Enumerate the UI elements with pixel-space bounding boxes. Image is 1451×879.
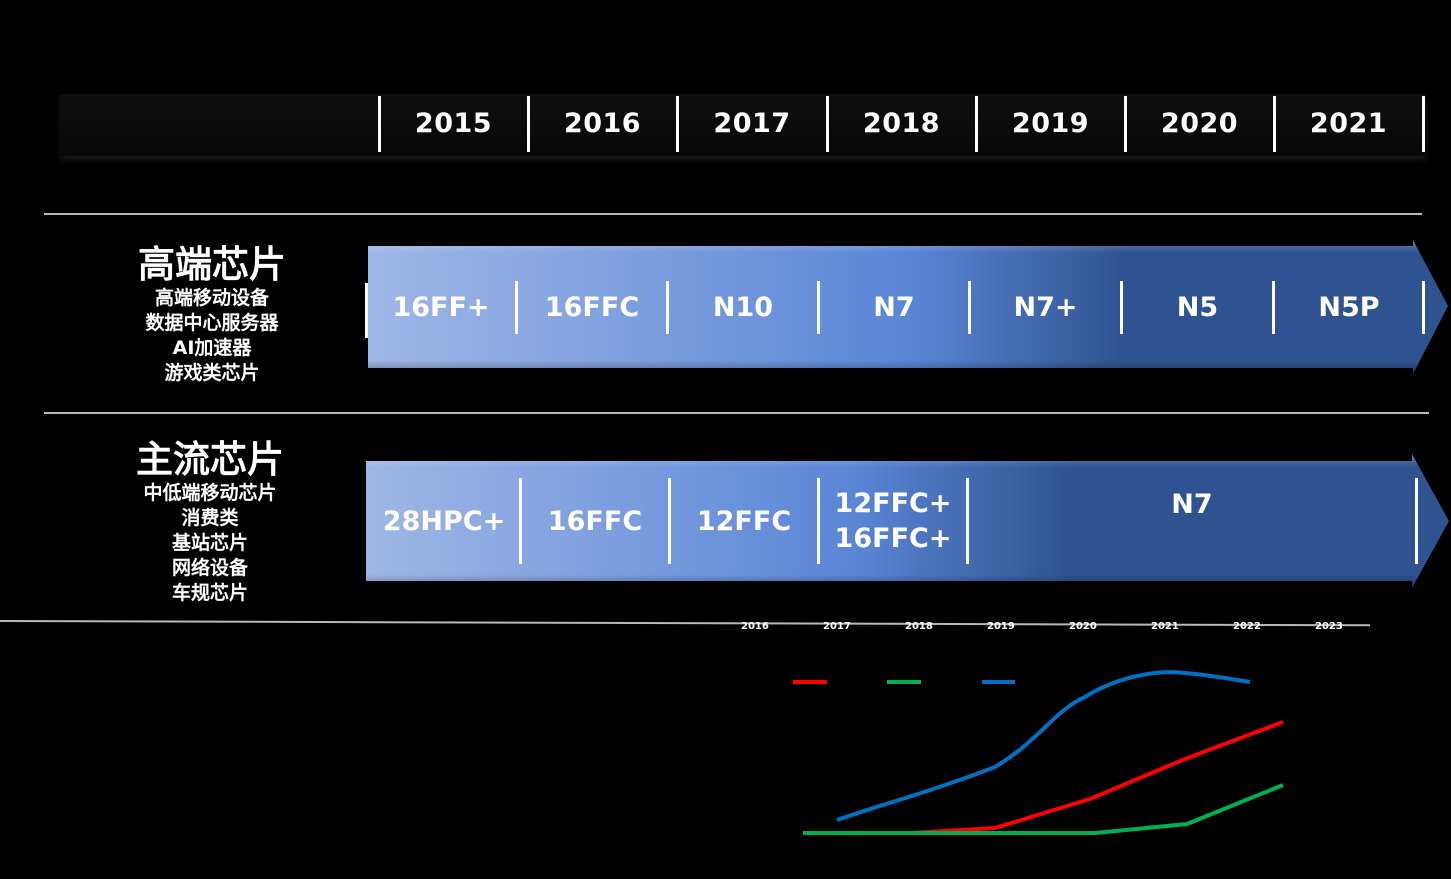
x-tick: 2016 [741,621,769,632]
node-divider [1272,281,1275,334]
year-divider [1124,96,1127,152]
node-n5: N5 [1176,291,1219,323]
node-divider [1415,478,1418,564]
year-divider [1422,96,1425,152]
series-green-line [803,783,1284,835]
node-n7: N7 [873,291,915,323]
year-2017: 2017 [713,107,791,139]
node-divider [817,281,820,334]
year-divider [1273,96,1276,152]
category-subtitle: 基站芯片 [171,532,248,554]
node-divider [817,478,820,564]
x-tick: 2017 [823,621,851,632]
year-2016: 2016 [563,107,642,139]
category-subtitle: 车规芯片 [171,582,248,604]
timeline-arrow [366,454,1449,588]
x-tick: 2020 [1069,621,1097,632]
year-divider [527,96,530,152]
year-2020: 2020 [1160,107,1239,139]
category-subtitle: 游戏类芯片 [164,362,260,384]
category-subtitle: 数据中心服务器 [145,312,279,334]
category-subtitle: 高端移动设备 [154,287,269,309]
node-divider [515,281,518,334]
year-2021: 2021 [1309,107,1388,139]
node-divider [968,281,971,334]
category-title: 主流芯片 [136,438,284,481]
year-divider [826,96,829,152]
year-2015: 2015 [414,107,493,139]
category-subtitle: 网络设备 [171,557,248,579]
x-tick: 2023 [1315,621,1343,632]
node-n10: N10 [712,291,774,323]
category-title: 高端芯片 [138,243,286,286]
node-16ff-plus: 16FF+ [392,291,490,323]
timeline-arrow [368,240,1448,374]
separator-line [44,412,1429,414]
node-12ffc-plus-16ffc-plus: 12FFC+ 16FFC+ [834,488,952,554]
node-n7-plus: N7+ [1013,291,1078,323]
year-2019: 2019 [1011,107,1090,139]
node-divider [519,478,522,564]
row-start-marker [365,283,368,338]
x-tick: 2021 [1151,621,1179,632]
year-divider [378,96,381,152]
node-divider [666,281,669,334]
category-subtitle: 消费类 [181,507,239,529]
node-28hpc-plus: 28HPC+ [382,505,506,537]
x-tick: 2022 [1233,621,1261,632]
node-12ffc: 12FFC [696,505,792,537]
node-n7: N7 [1171,488,1213,520]
node-divider [1120,281,1123,334]
series-blue-line [836,670,1251,822]
category-subtitle: 中低端移动芯片 [143,482,277,504]
node-16ffc: 16FFC [544,291,640,323]
node-n5p: N5P [1318,291,1380,323]
node-16ffc: 16FFC [547,505,643,537]
node-divider [1422,281,1425,334]
year-header-bar [60,94,1426,156]
x-tick: 2018 [905,621,933,632]
year-divider [975,96,978,152]
year-divider [676,96,679,152]
year-2018: 2018 [862,107,941,139]
x-tick: 2019 [987,621,1015,632]
category-subtitle: AI加速器 [172,337,252,359]
node-divider [966,478,969,564]
separator-line [44,213,1422,215]
node-divider [668,478,671,564]
